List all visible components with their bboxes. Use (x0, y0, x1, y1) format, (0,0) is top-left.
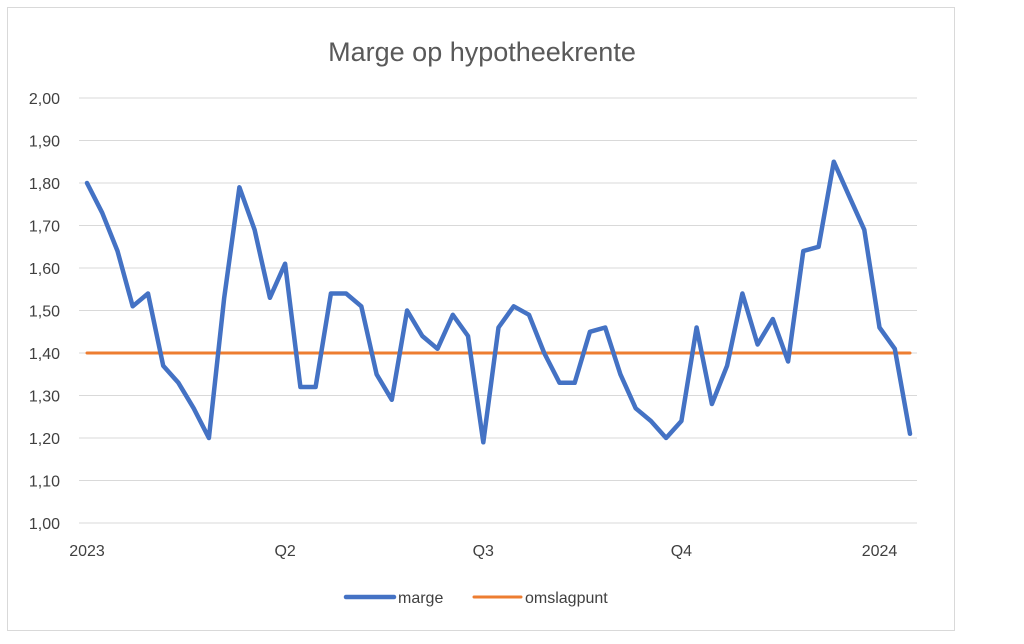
y-tick-label: 1,40 (29, 346, 60, 363)
chart-title: Marge op hypotheekrente (328, 37, 636, 67)
x-tick-label: Q2 (274, 543, 295, 560)
legend-label-marge: marge (398, 590, 443, 607)
y-tick-label: 1,80 (29, 176, 60, 193)
y-tick-label: 1,60 (29, 261, 60, 278)
chart-frame (7, 7, 955, 631)
series-lines (84, 159, 913, 445)
y-tick-label: 1,10 (29, 474, 60, 491)
y-tick-label: 1,70 (29, 219, 60, 236)
y-tick-label: 1,30 (29, 389, 60, 406)
y-tick-label: 1,90 (29, 134, 60, 151)
legend-label-omslagpunt: omslagpunt (525, 590, 608, 607)
y-tick-label: 1,50 (29, 304, 60, 321)
y-tick-label: 2,00 (29, 91, 60, 108)
y-tick-label: 1,00 (29, 516, 60, 533)
y-tick-label: 1,20 (29, 431, 60, 448)
series-line-marge (84, 159, 913, 445)
x-tick-label: 2023 (69, 543, 105, 560)
gridlines (79, 97, 917, 524)
legend: marge omslagpunt (343, 590, 608, 607)
x-tick-label: Q4 (671, 543, 692, 560)
x-axis-ticks: 2023 Q2 Q3 Q4 2024 (69, 543, 897, 560)
x-tick-label: 2024 (862, 543, 898, 560)
y-axis-ticks: 1,00 1,10 1,20 1,30 1,40 1,50 1,60 1,70 1,80 1,90… (29, 91, 60, 533)
x-tick-label: Q3 (473, 543, 494, 560)
